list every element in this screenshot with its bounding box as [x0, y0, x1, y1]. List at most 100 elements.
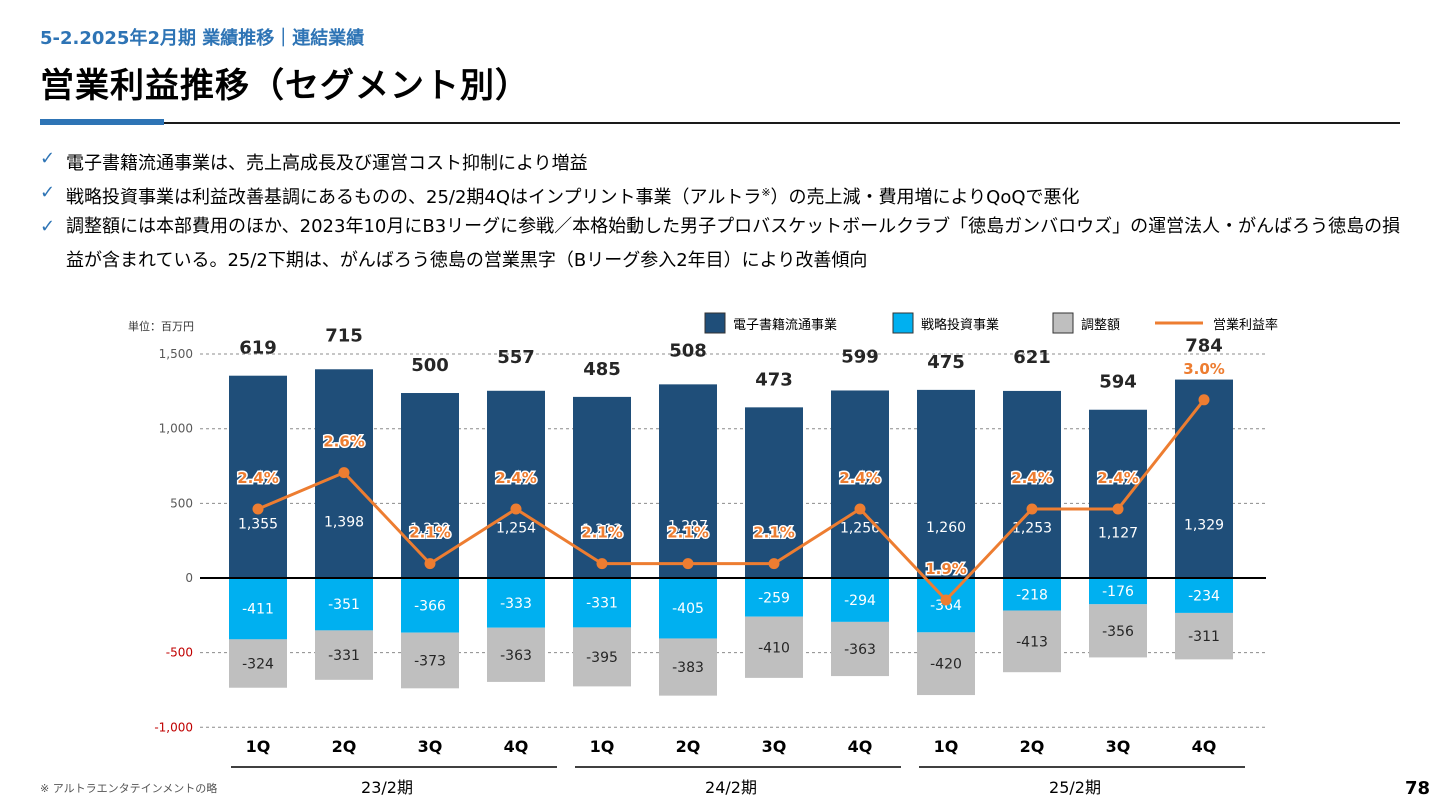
x-tick-label: 4Q [504, 737, 529, 756]
ratio-point [424, 558, 436, 570]
ratio-label: 2.1% [667, 524, 709, 542]
x-tick-label: 1Q [246, 737, 271, 756]
bar-segment-adjustment [831, 621, 889, 677]
data-label-ebook: 1,143 [754, 525, 794, 541]
x-tick-label: 2Q [1020, 737, 1045, 756]
ratio-label: 2.4% [839, 469, 881, 487]
data-label-ebook: 1,329 [1184, 517, 1224, 533]
total-label: 508 [669, 340, 707, 361]
data-label-strategic: -294 [844, 593, 876, 609]
total-label: 715 [325, 325, 363, 346]
ratio-line [257, 398, 1206, 603]
data-label-strategic: -333 [500, 596, 532, 612]
bar-segment-ebook [487, 390, 545, 578]
bar-segment-adjustment [315, 630, 373, 680]
data-label-strategic: -176 [1102, 584, 1134, 600]
check-icon: ✓ [40, 182, 56, 203]
legend-swatch [704, 312, 726, 334]
page-number: 78 [1404, 778, 1430, 799]
bullet-text: 調整額には本部費用のほか、2023年10月にB3リーグに参戦／本格始動した男子プ… [66, 216, 1401, 271]
total-label: 594 [1099, 372, 1137, 393]
data-label-ebook: 1,355 [238, 516, 278, 532]
total-label: 619 [239, 338, 277, 359]
unit-label: 単位：百万円 [128, 319, 194, 333]
bar-segment-ebook [1003, 390, 1061, 578]
ratio-point [596, 558, 608, 570]
footnote: ※ アルトラエンタテインメントの略 [40, 782, 218, 795]
bar-segment-ebook [1089, 409, 1147, 578]
total-label: 485 [583, 359, 621, 380]
bar-segment-strategic [401, 578, 459, 633]
data-label-adjustment: -413 [1016, 634, 1048, 650]
bar-segment-strategic [831, 578, 889, 622]
ratio-point [1112, 503, 1124, 515]
period-label: 23/2期 [361, 778, 413, 797]
legend-label: 調整額 [1081, 318, 1120, 333]
bar-segment-ebook [573, 396, 631, 578]
bar-segment-strategic [1089, 578, 1147, 605]
ratio-point [682, 558, 694, 570]
x-tick-label: 3Q [762, 737, 787, 756]
legend-label: 戦略投資事業 [921, 317, 999, 333]
y-tick-label: -500 [166, 646, 193, 660]
ratio-point [768, 558, 780, 570]
bar-segment-adjustment [487, 627, 545, 682]
bullet-item: ✓ 電子書籍流通事業は、売上高成長及び運営コスト抑制により増益 [40, 144, 1410, 178]
bar-segment-adjustment [745, 616, 803, 678]
title-accent-bar [40, 119, 164, 125]
bar-segment-ebook [229, 375, 287, 578]
bar-segment-adjustment [659, 638, 717, 696]
data-label-ebook: 1,256 [840, 520, 880, 536]
ratio-label: 2.6% [323, 433, 365, 451]
total-label: 621 [1013, 347, 1051, 368]
bar-segment-strategic [573, 578, 631, 628]
ratio-point [854, 503, 866, 515]
bar-segment-ebook [917, 389, 975, 578]
data-label-adjustment: -311 [1188, 629, 1220, 645]
data-label-adjustment: -356 [1102, 624, 1134, 640]
ratio-point [1198, 394, 1210, 406]
period-label: 24/2期 [705, 778, 757, 797]
legend-label: 営業利益率 [1213, 317, 1278, 333]
bar-segment-ebook [1175, 379, 1233, 578]
legend-swatch [1052, 312, 1074, 334]
ratio-label: 3.0% [1183, 360, 1225, 378]
y-tick-label: 500 [170, 496, 193, 510]
x-tick-label: 1Q [934, 737, 959, 756]
data-label-strategic: -218 [1016, 587, 1048, 603]
bar-segment-adjustment [1003, 610, 1061, 673]
bar-segment-strategic [1175, 578, 1233, 613]
data-label-ebook: 1,253 [1012, 520, 1052, 536]
data-label-strategic: -411 [242, 602, 274, 618]
x-tick-label: 2Q [676, 737, 701, 756]
page-title: 営業利益推移（セグメント別） [40, 66, 530, 106]
data-label-strategic: -351 [328, 597, 360, 613]
bar-segment-adjustment [229, 639, 287, 688]
ratio-label: 2.4% [1011, 469, 1053, 487]
bar-segment-ebook [831, 390, 889, 578]
ratio-point [338, 467, 350, 479]
legend-swatch [892, 312, 914, 334]
data-label-ebook: 1,260 [926, 520, 966, 536]
bar-segment-adjustment [401, 632, 459, 689]
x-tick-label: 3Q [418, 737, 443, 756]
bullet-list: ✓ 電子書籍流通事業は、売上高成長及び運営コスト抑制により増益 ✓ 戦略投資事業… [40, 144, 1410, 275]
bar-segment-adjustment [573, 627, 631, 687]
total-label: 500 [411, 355, 449, 376]
bar-segment-strategic [487, 578, 545, 628]
bar-segment-strategic [745, 578, 803, 617]
bar-segment-adjustment [917, 632, 975, 696]
x-tick-label: 2Q [332, 737, 357, 756]
bar-segment-strategic [659, 578, 717, 639]
data-label-adjustment: -373 [414, 653, 446, 669]
total-label: 473 [755, 369, 793, 390]
ratio-label: 2.1% [581, 524, 623, 542]
data-label-strategic: -234 [1188, 588, 1220, 604]
data-label-ebook: 1,127 [1098, 526, 1138, 542]
ratio-point [1026, 503, 1038, 515]
x-tick-label: 3Q [1106, 737, 1131, 756]
operating-profit-chart: 単位：百万円 1,500 1,000 500 0 -500 -1,000 1,355 -411 -… [128, 312, 1278, 797]
bar-segment-strategic [1003, 578, 1061, 611]
bar-segment-ebook [659, 384, 717, 578]
bullet-item: ✓ 戦略投資事業は利益改善基調にあるものの、25/2期4Qはインプリント事業（ア… [40, 178, 1410, 212]
